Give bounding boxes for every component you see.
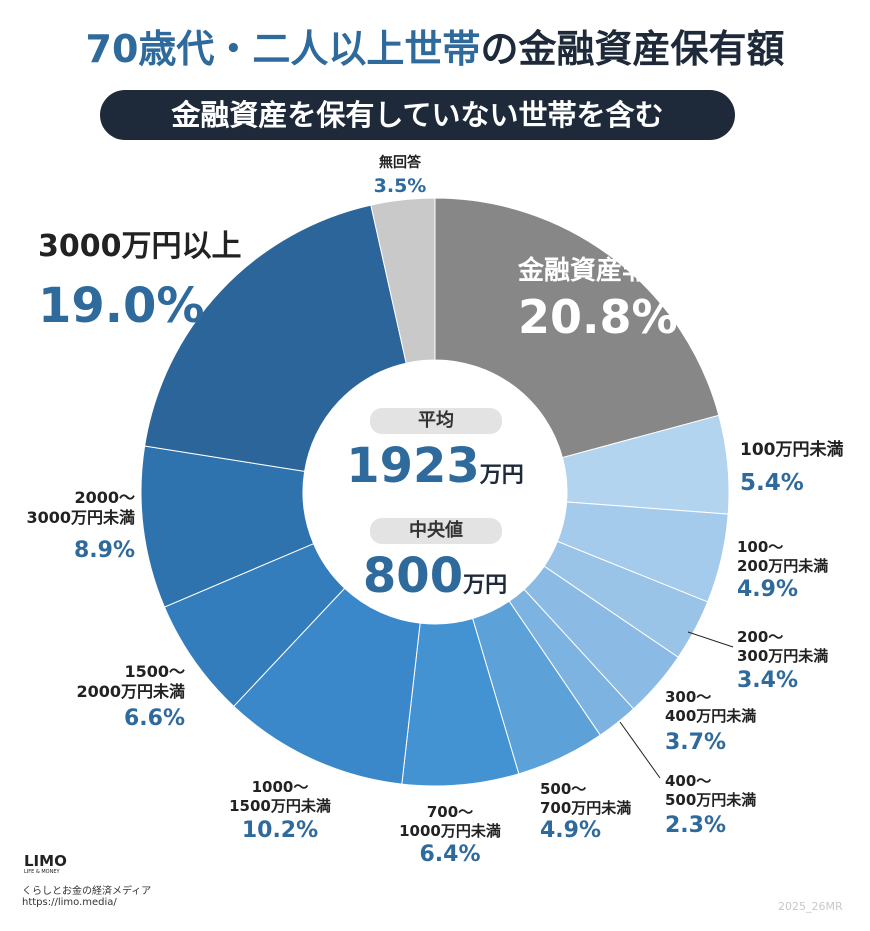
slice-label: 100万円未満	[740, 440, 844, 460]
median-value: 800	[362, 548, 464, 604]
tagline: くらしとお金の経済メディア	[22, 886, 152, 897]
donut-slice	[233, 587, 421, 785]
mean-label: 平均	[370, 408, 502, 434]
value-label: 8.9%	[73, 538, 135, 563]
value-label: 3.4%	[737, 668, 799, 693]
median-unit: 万円	[463, 573, 508, 598]
value-label: 3.7%	[665, 730, 727, 755]
title-part: 70歳代・二人以上世帯	[85, 27, 481, 71]
donut-slice	[434, 197, 720, 459]
title: 70歳代・二人以上世帯の金融資産保有額	[0, 18, 870, 73]
code: 2025_26MR	[778, 900, 843, 913]
value-label: 20.8%	[518, 290, 678, 344]
slice-label: 1500〜 2000万円未満	[76, 662, 185, 701]
slice-label: 400〜 500万円未満	[665, 772, 757, 809]
mean: 1923万円	[300, 438, 570, 494]
median-label: 中央値	[370, 518, 502, 544]
value-label: 2.3%	[665, 813, 727, 838]
slice-label: 1000〜 1500万円未満	[229, 778, 331, 815]
value-label: 4.9%	[737, 577, 799, 602]
mean-unit: 万円	[479, 463, 524, 488]
value-label: 6.4%	[419, 842, 481, 867]
leader-line	[687, 631, 734, 648]
slice-label: 300〜 400万円未満	[665, 688, 757, 725]
value-label: 10.2%	[241, 818, 319, 843]
median: 800万円	[300, 548, 570, 604]
leader-line	[619, 721, 661, 779]
url: https://limo.media/	[22, 897, 117, 908]
subtitle: 金融資産を保有していない世帯を含む	[100, 90, 735, 140]
value-label: 3.5%	[373, 175, 427, 197]
value-label: 4.9%	[540, 818, 602, 843]
logo-sub: LIFE & MONEY	[24, 869, 60, 875]
logo: LIMO	[24, 852, 67, 870]
mean-value: 1923	[346, 438, 480, 494]
value-label: 5.4%	[740, 470, 804, 496]
value-label: 19.0%	[38, 278, 205, 334]
slice-label: 500〜 700万円未満	[540, 780, 632, 817]
slice-label: 100〜 200万円未満	[737, 538, 829, 575]
donut-slice	[370, 197, 436, 364]
slice-label: 金融資産非保有	[518, 256, 701, 286]
value-label: 6.6%	[123, 706, 185, 731]
slice-label: 無回答	[379, 155, 421, 171]
slice-label: 3000万円以上	[38, 229, 242, 264]
title-part: の金融資産保有額	[480, 27, 785, 71]
donut-slice	[144, 204, 407, 472]
slice-label: 200〜 300万円未満	[737, 628, 829, 665]
slice-label: 2000〜 3000万円未満	[26, 488, 135, 527]
slice-label: 700〜 1000万円未満	[399, 803, 501, 840]
